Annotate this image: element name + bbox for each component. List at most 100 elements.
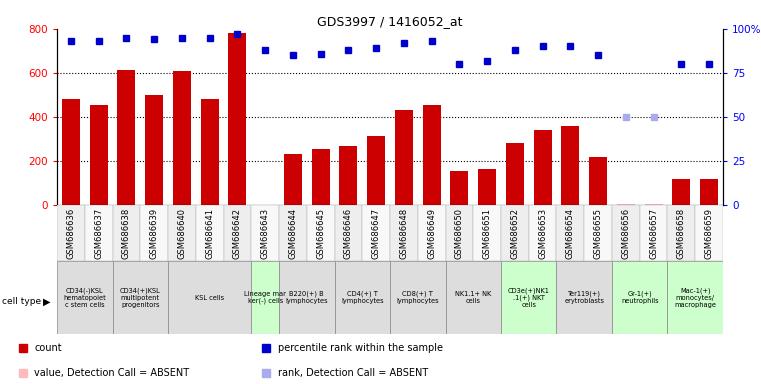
Bar bbox=[645, 204, 663, 205]
Bar bbox=[445, 205, 473, 261]
Text: GSM686641: GSM686641 bbox=[205, 208, 214, 259]
Bar bbox=[612, 261, 667, 334]
Text: GSM686649: GSM686649 bbox=[427, 208, 436, 259]
Text: CD8(+) T
lymphocytes: CD8(+) T lymphocytes bbox=[396, 291, 439, 305]
Bar bbox=[501, 261, 556, 334]
Bar bbox=[451, 171, 468, 205]
Text: GSM686637: GSM686637 bbox=[94, 208, 103, 260]
Text: GSM686644: GSM686644 bbox=[288, 208, 298, 259]
Text: GSM686639: GSM686639 bbox=[150, 208, 159, 259]
Text: CD34(+)KSL
multipotent
progenitors: CD34(+)KSL multipotent progenitors bbox=[120, 287, 161, 308]
Text: B220(+) B
lymphocytes: B220(+) B lymphocytes bbox=[285, 291, 328, 305]
Text: GSM686645: GSM686645 bbox=[316, 208, 325, 259]
Text: GSM686659: GSM686659 bbox=[705, 208, 714, 259]
Bar bbox=[556, 205, 584, 261]
Bar bbox=[667, 261, 723, 334]
Text: value, Detection Call = ABSENT: value, Detection Call = ABSENT bbox=[34, 368, 189, 378]
Bar bbox=[418, 205, 445, 261]
Bar bbox=[57, 261, 113, 334]
Bar bbox=[84, 205, 113, 261]
Bar bbox=[251, 261, 279, 334]
Bar bbox=[145, 95, 163, 205]
Text: KSL cells: KSL cells bbox=[195, 295, 224, 301]
Bar bbox=[367, 136, 385, 205]
Text: GSM686655: GSM686655 bbox=[594, 208, 603, 259]
Bar bbox=[445, 261, 501, 334]
Bar bbox=[117, 70, 135, 205]
Text: GSM686657: GSM686657 bbox=[649, 208, 658, 259]
Text: CD34(-)KSL
hematopoiet
c stem cells: CD34(-)KSL hematopoiet c stem cells bbox=[63, 287, 107, 308]
Text: Ter119(+)
erytroblasts: Ter119(+) erytroblasts bbox=[564, 291, 604, 305]
Text: CD4(+) T
lymphocytes: CD4(+) T lymphocytes bbox=[341, 291, 384, 305]
Bar bbox=[173, 71, 191, 205]
Bar bbox=[589, 157, 607, 205]
Bar bbox=[529, 205, 556, 261]
Text: ▶: ▶ bbox=[43, 296, 50, 306]
Bar bbox=[533, 131, 552, 205]
Text: GSM686652: GSM686652 bbox=[511, 208, 519, 259]
Title: GDS3997 / 1416052_at: GDS3997 / 1416052_at bbox=[317, 15, 463, 28]
Text: GSM686658: GSM686658 bbox=[677, 208, 686, 259]
Bar bbox=[422, 105, 441, 205]
Bar bbox=[57, 205, 84, 261]
Bar bbox=[339, 146, 358, 205]
Text: NK1.1+ NK
cells: NK1.1+ NK cells bbox=[455, 291, 492, 304]
Text: percentile rank within the sample: percentile rank within the sample bbox=[278, 343, 443, 353]
Bar bbox=[168, 261, 251, 334]
Text: GSM686646: GSM686646 bbox=[344, 208, 353, 259]
Bar bbox=[335, 261, 390, 334]
Text: count: count bbox=[34, 343, 62, 353]
Text: rank, Detection Call = ABSENT: rank, Detection Call = ABSENT bbox=[278, 368, 428, 378]
Text: GSM686638: GSM686638 bbox=[122, 208, 131, 260]
Bar bbox=[113, 205, 140, 261]
Bar bbox=[224, 205, 251, 261]
Bar bbox=[700, 179, 718, 205]
Text: GSM686640: GSM686640 bbox=[177, 208, 186, 259]
Bar bbox=[562, 126, 579, 205]
Bar bbox=[390, 205, 418, 261]
Text: GSM686654: GSM686654 bbox=[566, 208, 575, 259]
Bar bbox=[228, 33, 247, 205]
Bar bbox=[672, 179, 690, 205]
Text: Lineage mar
ker(-) cells: Lineage mar ker(-) cells bbox=[244, 291, 286, 305]
Text: CD3e(+)NK1
.1(+) NKT
cells: CD3e(+)NK1 .1(+) NKT cells bbox=[508, 287, 549, 308]
Text: GSM686647: GSM686647 bbox=[371, 208, 380, 259]
Bar bbox=[556, 261, 612, 334]
Bar bbox=[506, 142, 524, 205]
Bar bbox=[284, 154, 302, 205]
Bar bbox=[478, 169, 496, 205]
Bar bbox=[640, 205, 667, 261]
Text: Gr-1(+)
neutrophils: Gr-1(+) neutrophils bbox=[621, 291, 658, 305]
Bar bbox=[307, 205, 335, 261]
Text: GSM686650: GSM686650 bbox=[455, 208, 464, 259]
Bar bbox=[312, 149, 330, 205]
Bar bbox=[696, 205, 723, 261]
Bar bbox=[62, 99, 80, 205]
Bar bbox=[168, 205, 196, 261]
Bar bbox=[473, 205, 501, 261]
Text: cell type: cell type bbox=[2, 297, 40, 306]
Text: GSM686651: GSM686651 bbox=[482, 208, 492, 259]
Bar bbox=[335, 205, 362, 261]
Text: GSM686656: GSM686656 bbox=[621, 208, 630, 259]
Bar bbox=[90, 105, 108, 205]
Bar bbox=[584, 205, 612, 261]
Bar bbox=[617, 204, 635, 205]
Bar bbox=[501, 205, 529, 261]
Bar bbox=[667, 205, 696, 261]
Text: GSM686653: GSM686653 bbox=[538, 208, 547, 259]
Bar bbox=[279, 205, 307, 261]
Text: GSM686642: GSM686642 bbox=[233, 208, 242, 259]
Bar bbox=[196, 205, 224, 261]
Bar bbox=[362, 205, 390, 261]
Bar bbox=[113, 261, 168, 334]
Bar bbox=[279, 261, 335, 334]
Bar bbox=[395, 111, 413, 205]
Text: GSM686648: GSM686648 bbox=[400, 208, 409, 259]
Bar bbox=[251, 205, 279, 261]
Text: GSM686643: GSM686643 bbox=[261, 208, 269, 259]
Bar bbox=[201, 99, 218, 205]
Bar bbox=[140, 205, 168, 261]
Text: Mac-1(+)
monocytes/
macrophage: Mac-1(+) monocytes/ macrophage bbox=[674, 287, 716, 308]
Text: GSM686636: GSM686636 bbox=[66, 208, 75, 260]
